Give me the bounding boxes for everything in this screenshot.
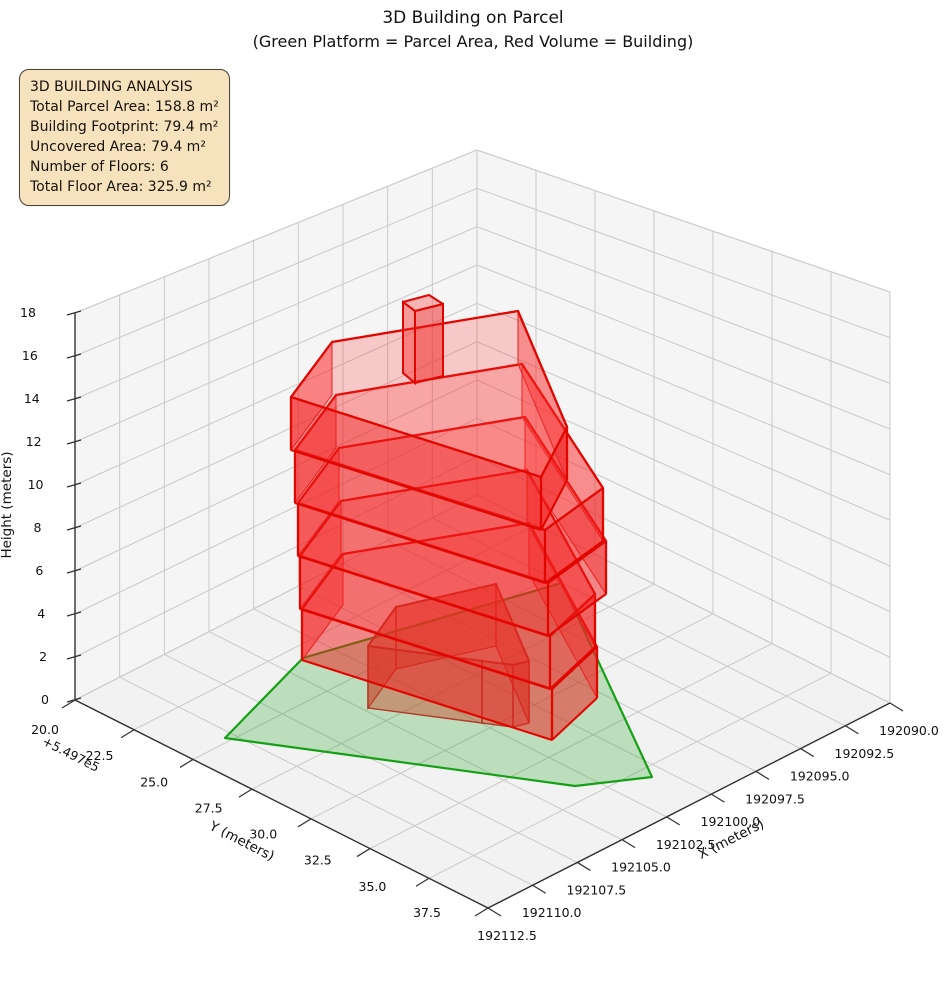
z-tick-label: 12 [26,434,42,449]
z-tick-label: 6 [35,563,43,578]
info-line-uncovered: Uncovered Area: 79.4 m² [30,139,206,155]
info-box-heading: 3D BUILDING ANALYSIS [30,79,193,95]
z-tick-label: 8 [33,520,41,535]
axes-panes [75,150,890,908]
z-tick-label: 16 [22,348,38,363]
info-line-footprint: Building Footprint: 79.4 m² [30,119,219,135]
y-tick-label: 30.0 [249,827,277,842]
y-tick-label: 20.0 [31,722,59,737]
info-line-total-floor-area: Total Floor Area: 325.9 m² [30,179,212,195]
analysis-info-box: 3D BUILDING ANALYSIS Total Parcel Area: … [19,69,230,206]
y-tick-label: 27.5 [195,800,223,815]
y-tick-label: 25.0 [140,774,168,789]
tick-marks [61,310,904,917]
info-line-parcel-area: Total Parcel Area: 158.8 m² [30,99,219,115]
x-tick-label: 192090.0 [879,723,939,738]
y-tick-label: 22.5 [86,748,114,763]
x-tick-label: 192097.5 [745,791,805,806]
x-tick-label: 192105.0 [611,860,671,875]
chart-title: 3D Building on Parcel [382,8,564,28]
y-tick-label: 35.0 [359,879,387,894]
x-tick-label: 192112.5 [477,928,537,943]
x-tick-label: 192095.0 [790,769,850,784]
rooftop-tower [402,294,444,386]
z-tick-label: 2 [39,649,47,664]
z-tick-label: 10 [28,477,44,492]
x-tick-label: 192110.0 [522,905,582,920]
y-tick-label: 37.5 [413,905,441,920]
axis-spines [74,313,891,909]
title-block: 3D Building on Parcel (Green Platform = … [0,6,946,53]
y-tick-label: 32.5 [304,853,332,868]
x-tick-label: 192102.5 [656,837,716,852]
z-tick-label: 18 [20,305,36,320]
x-tick-label: 192107.5 [567,882,627,897]
z-tick-label: 4 [37,606,45,621]
x-tick-label: 192092.5 [835,746,895,761]
z-tick-label: 0 [41,692,49,707]
building-floor-slab [289,309,569,532]
info-line-floors: Number of Floors: 6 [30,159,169,175]
z-axis-title: Height (meters) [0,451,15,558]
tick-labels: 192112.5 192110.0 192107.5 192105.0 192102.5… [20,305,939,943]
z-tick-label: 14 [24,391,40,406]
chart-subtitle: (Green Platform = Parcel Area, Red Volum… [252,32,694,51]
building-volume [289,309,608,742]
x-tick-label: 192100.0 [701,814,761,829]
